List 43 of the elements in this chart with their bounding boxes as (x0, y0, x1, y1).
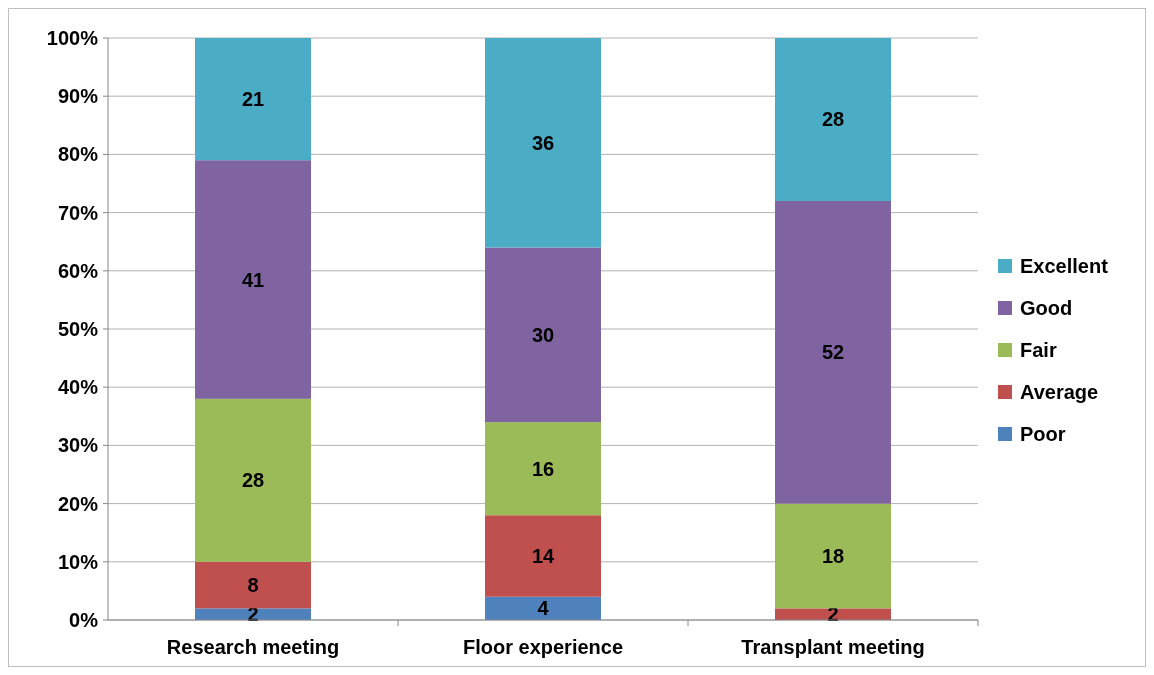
bar (485, 596, 601, 620)
data-label: 21 (241, 88, 265, 111)
y-tick-label: 40% (57, 376, 99, 399)
bar (195, 160, 311, 399)
legend-label: Excellent (1020, 255, 1109, 277)
data-label: 36 (531, 131, 555, 154)
data-label: 52 (821, 341, 845, 364)
legend-label: Average (1020, 381, 1099, 403)
bar (195, 561, 311, 609)
data-label: 28 (241, 469, 265, 492)
data-label: 8 (247, 574, 259, 597)
data-label: 41 (241, 268, 265, 291)
bar (485, 422, 601, 516)
legend-label: Good (1020, 297, 1073, 319)
bar (485, 247, 601, 423)
y-tick-label: 50% (57, 318, 99, 340)
data-label: 30 (531, 323, 555, 346)
y-tick-label: 90% (57, 85, 99, 108)
y-tick-label: 60% (57, 259, 99, 282)
bar (775, 38, 891, 201)
x-tick-label: Research meeting (166, 636, 340, 658)
y-tick-label: 100% (46, 27, 99, 49)
data-label: 18 (821, 544, 845, 567)
data-label: 4 (537, 597, 550, 620)
y-tick-label: 0% (69, 609, 99, 631)
y-tick-label: 70% (57, 201, 99, 224)
y-tick-label: 20% (57, 492, 99, 515)
data-label: 16 (531, 457, 555, 480)
y-tick-label: 80% (57, 143, 99, 166)
bar (485, 515, 601, 597)
data-label: 14 (531, 544, 555, 567)
bar (775, 200, 891, 504)
y-tick-label: 10% (57, 550, 99, 573)
y-tick-label: 30% (57, 434, 99, 457)
bar (195, 398, 311, 562)
data-label: 28 (821, 108, 845, 131)
x-tick-label: Floor experience (462, 636, 624, 658)
bar (485, 38, 601, 248)
legend-label: Poor (1020, 423, 1066, 445)
bar (195, 38, 311, 161)
x-tick-label: Transplant meeting (741, 636, 925, 658)
bar (775, 503, 891, 609)
legend-label: Fair (1020, 339, 1057, 361)
